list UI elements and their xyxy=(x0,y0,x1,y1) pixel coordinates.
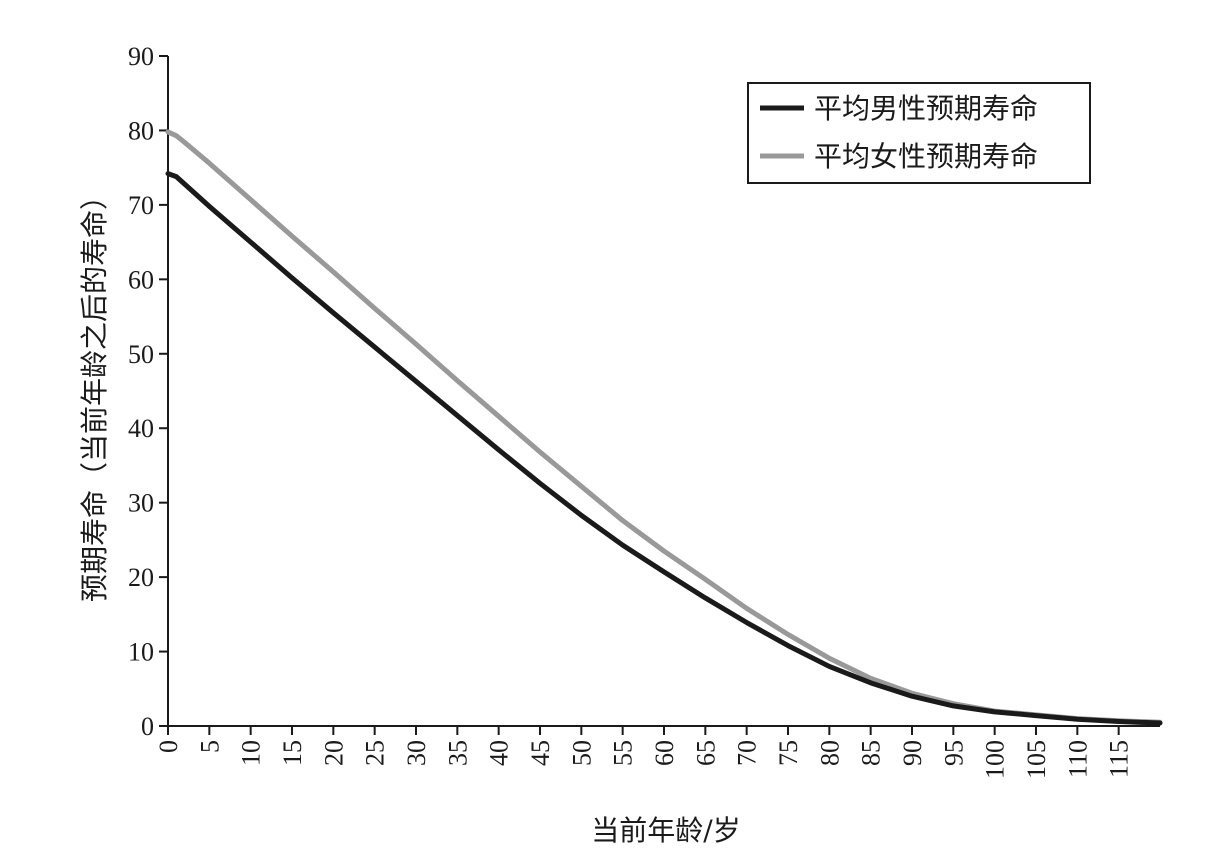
series-lines xyxy=(165,129,1163,726)
x-tick-label: 10 xyxy=(237,740,266,766)
x-tick-label: 80 xyxy=(815,740,844,766)
y-axis-ticks: 0 10 20 30 40 50 60 70 80 90 xyxy=(128,42,168,741)
x-tick-label: 5 xyxy=(195,740,224,753)
y-tick-label: 80 xyxy=(128,116,154,145)
x-tick-label: 15 xyxy=(278,740,307,766)
x-tick-label: 45 xyxy=(526,740,555,766)
x-tick-label: 100 xyxy=(981,740,1010,779)
x-tick-label: 65 xyxy=(691,740,720,766)
legend-box xyxy=(747,82,1091,184)
x-tick-label: 60 xyxy=(650,740,679,766)
series-line-female xyxy=(165,129,1163,725)
y-tick-label: 70 xyxy=(128,191,154,220)
x-tick-label: 25 xyxy=(361,740,390,766)
legend: 平均男性预期寿命 平均女性预期寿命 xyxy=(747,82,1091,184)
y-tick-label: 30 xyxy=(128,489,154,518)
legend-label-male: 平均男性预期寿命 xyxy=(814,92,1038,125)
x-tick-label: 20 xyxy=(319,740,348,766)
y-tick-label: 10 xyxy=(128,638,154,667)
x-tick-label: 30 xyxy=(402,740,431,766)
y-tick-label: 40 xyxy=(128,414,154,443)
x-tick-label: 115 xyxy=(1105,740,1134,778)
series-line-male xyxy=(165,171,1163,726)
x-tick-label: 95 xyxy=(939,740,968,766)
x-tick-label: 55 xyxy=(609,740,638,766)
y-tick-label: 90 xyxy=(128,42,154,71)
x-tick-label: 50 xyxy=(567,740,596,766)
y-axis-title: 预期寿命（当前年龄之后的寿命） xyxy=(78,182,111,602)
y-tick-label: 0 xyxy=(141,712,154,741)
x-tick-label: 70 xyxy=(733,740,762,766)
x-axis-ticks: 0 5 10 15 20 25 30 35 40 45 50 55 60 65 70 75 80 85 90 95 10… xyxy=(154,726,1134,779)
x-tick-label: 0 xyxy=(154,740,183,753)
x-tick-label: 110 xyxy=(1063,740,1092,778)
x-tick-label: 40 xyxy=(485,740,514,766)
y-tick-label: 60 xyxy=(128,265,154,294)
legend-label-female: 平均女性预期寿命 xyxy=(814,140,1038,173)
x-tick-label: 85 xyxy=(857,740,886,766)
x-tick-label: 35 xyxy=(443,740,472,766)
y-tick-label: 50 xyxy=(128,340,154,369)
y-tick-label: 20 xyxy=(128,563,154,592)
x-axis-title: 当前年龄/岁 xyxy=(591,814,740,847)
x-tick-label: 90 xyxy=(898,740,927,766)
x-tick-label: 105 xyxy=(1022,740,1051,779)
x-tick-label: 75 xyxy=(774,740,803,766)
